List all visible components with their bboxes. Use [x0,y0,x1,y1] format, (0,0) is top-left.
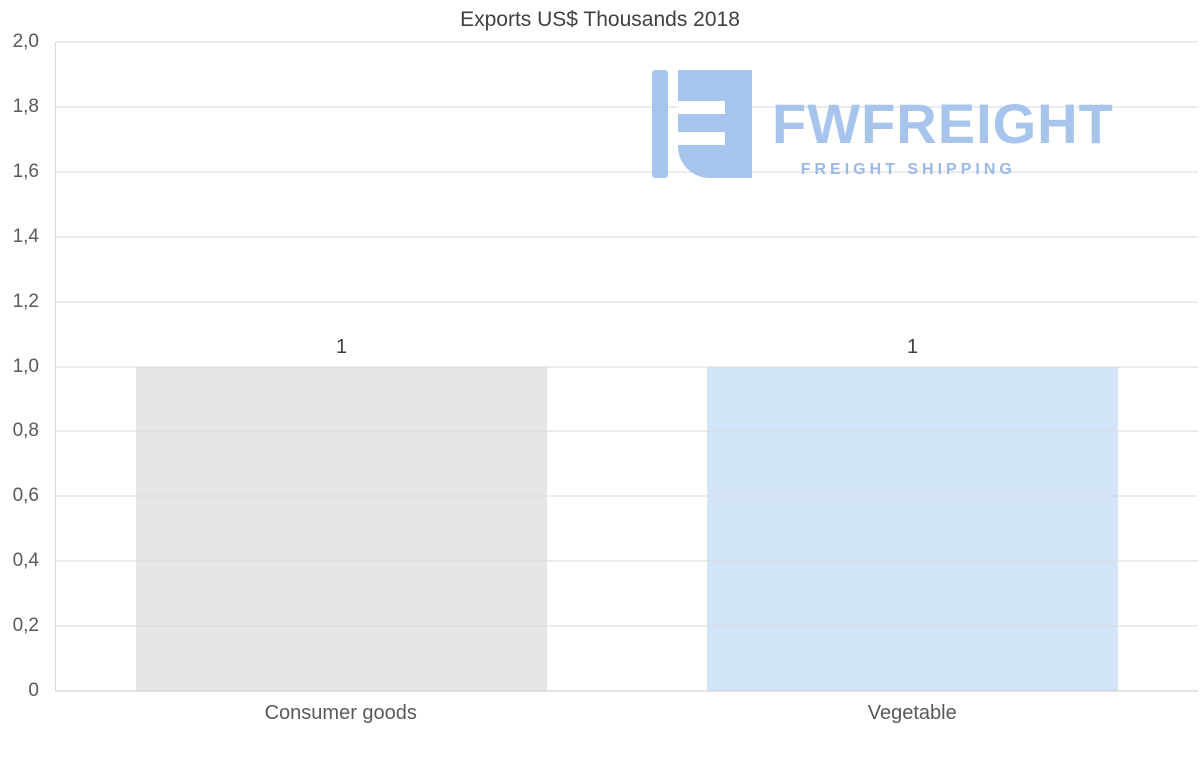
x-category-label: Vegetable [867,702,957,724]
y-tick-label: 0,8 [12,420,39,442]
gridline [56,625,1198,627]
bar-vegetable [706,366,1119,691]
gridline [56,41,1198,43]
chart-title: Exports US$ Thousands 2018 [460,8,740,31]
gridline [56,430,1198,432]
logo-name: FWFREIGHT [772,92,1114,155]
logo-subtitle: FREIGHT SHIPPING [800,161,1016,178]
y-tick-label: 0,4 [12,550,39,572]
y-tick-label: 0,6 [12,485,39,507]
y-axis: 0 0,2 0,4 0,6 0,8 1,0 1,2 1,4 1,6 1,8 2,0 [0,31,55,701]
logo-watermark: FWFREIGHT FREIGHT SHIPPING [652,70,1114,179]
y-tick-label: 1,4 [12,225,39,247]
gridline [56,495,1198,497]
gridline [56,171,1198,173]
y-tick-label: 1,2 [12,290,39,312]
y-tick-label: 1,8 [12,95,39,117]
gridline [56,366,1198,367]
bar-consumer-goods [135,366,548,691]
y-tick-label: 1,0 [12,355,39,377]
y-tick-label: 1,6 [12,160,39,182]
gridline [56,301,1198,303]
bar-slot: 1 [56,42,627,691]
logo-text: FWFREIGHT FREIGHT SHIPPING [772,96,1114,179]
bar-value-label: 1 [335,335,348,358]
y-tick-label: 2,0 [12,31,39,52]
x-category-label: Consumer goods [264,702,417,724]
gridline [56,560,1198,562]
y-tick-label: 0 [28,680,39,701]
gridline [56,236,1198,238]
gridline [56,106,1198,108]
gridline [56,690,1198,692]
y-tick-label: 0,2 [12,615,39,637]
bar-value-label: 1 [906,335,919,358]
fwfreight-logo-icon [652,70,752,178]
bar-slot: 1 [627,42,1198,691]
x-axis: Consumer goods Vegetable [55,702,1198,725]
